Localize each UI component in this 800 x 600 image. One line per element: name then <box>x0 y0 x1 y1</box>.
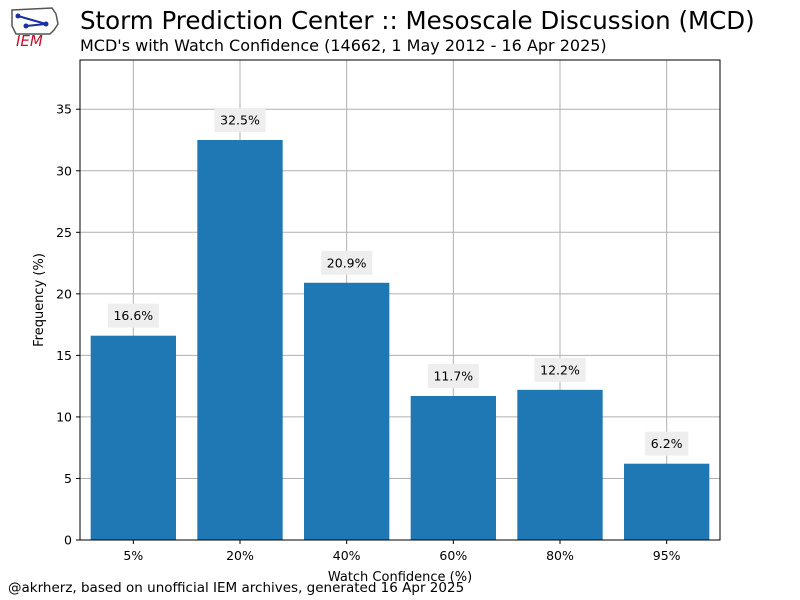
bar <box>624 463 710 540</box>
x-axis-label: Watch Confidence (%) <box>328 570 472 585</box>
data-label-box <box>427 364 479 388</box>
y-tick-label: 30 <box>56 163 72 178</box>
data-labels-layer: 16.6% 32.5% 20.9% 11.7% 12.2% 6.2% <box>107 108 689 456</box>
data-label: 6.2% <box>651 436 683 451</box>
data-label-box <box>107 303 159 328</box>
data-label-box <box>534 357 586 382</box>
x-tick-label: 5% <box>123 548 143 563</box>
bar <box>304 282 390 540</box>
iem-logo: IEM <box>6 4 62 50</box>
y-tick-label: 25 <box>56 225 72 240</box>
bar <box>517 389 603 540</box>
y-tick-label: 35 <box>56 102 72 117</box>
x-tick-label: 95% <box>653 548 681 563</box>
plot-frame <box>79 59 721 541</box>
y-tick-label: 10 <box>56 409 72 424</box>
data-label: 11.7% <box>433 369 473 384</box>
y-tick-label: 20 <box>56 286 72 301</box>
data-label: 32.5% <box>220 113 260 128</box>
chart-subtitle: MCD's with Watch Confidence (14662, 1 Ma… <box>80 36 607 55</box>
bar <box>197 140 283 540</box>
x-tick-label: 20% <box>226 548 254 563</box>
data-label-box <box>214 108 266 132</box>
data-label: 16.6% <box>113 308 153 323</box>
bar <box>410 396 496 540</box>
bars-layer <box>90 140 710 540</box>
data-label: 20.9% <box>327 255 367 270</box>
ticks-layer: 0 5 10 15 20 25 30 35 5% 20% 40% 60% 80% 95% <box>56 102 681 563</box>
data-label: 12.2% <box>540 362 580 377</box>
x-tick-label: 80% <box>546 548 574 563</box>
iem-logo-text: IEM <box>16 32 43 50</box>
x-tick-label: 40% <box>333 548 361 563</box>
y-axis-label: Frequency (%) <box>32 253 47 347</box>
bar <box>90 335 176 540</box>
y-tick-label: 15 <box>56 348 72 363</box>
y-tick-label: 0 <box>64 533 72 548</box>
footer-credit: @akrherz, based on unofficial IEM archiv… <box>8 580 465 596</box>
data-label-box <box>321 250 373 275</box>
data-label-box <box>645 431 689 456</box>
y-tick-label: 5 <box>64 471 72 486</box>
chart-title: Storm Prediction Center :: Mesoscale Dis… <box>80 6 755 35</box>
x-tick-label: 60% <box>439 548 467 563</box>
